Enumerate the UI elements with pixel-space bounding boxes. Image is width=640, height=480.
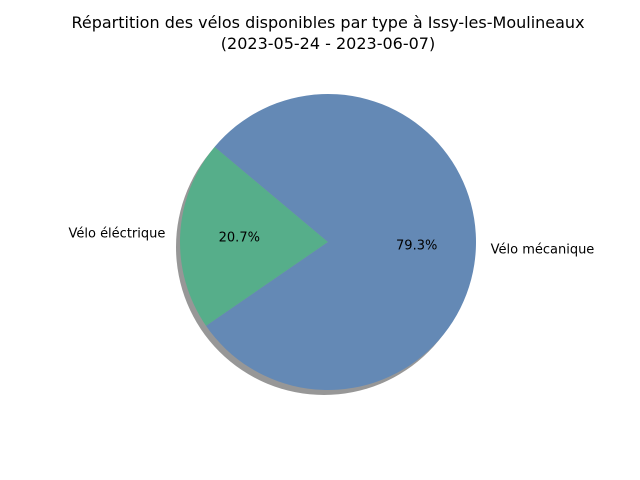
pie-slice-1 xyxy=(206,94,476,390)
slice-pct-1: 79.3% xyxy=(396,239,437,254)
pie-labels: Vélo éléctrique 20.7% Vélo mécanique 79.3% xyxy=(68,227,594,258)
chart-title: Répartition des vélos disponibles par ty… xyxy=(71,13,584,32)
slice-label-1: Vélo mécanique xyxy=(491,242,595,257)
slice-label-0: Vélo éléctrique xyxy=(68,227,165,242)
slice-pct-0: 20.7% xyxy=(219,230,260,245)
pie-slice-0 xyxy=(179,146,328,326)
pie-slices xyxy=(179,94,476,390)
chart-subtitle: (2023-05-24 - 2023-06-07) xyxy=(221,34,435,53)
